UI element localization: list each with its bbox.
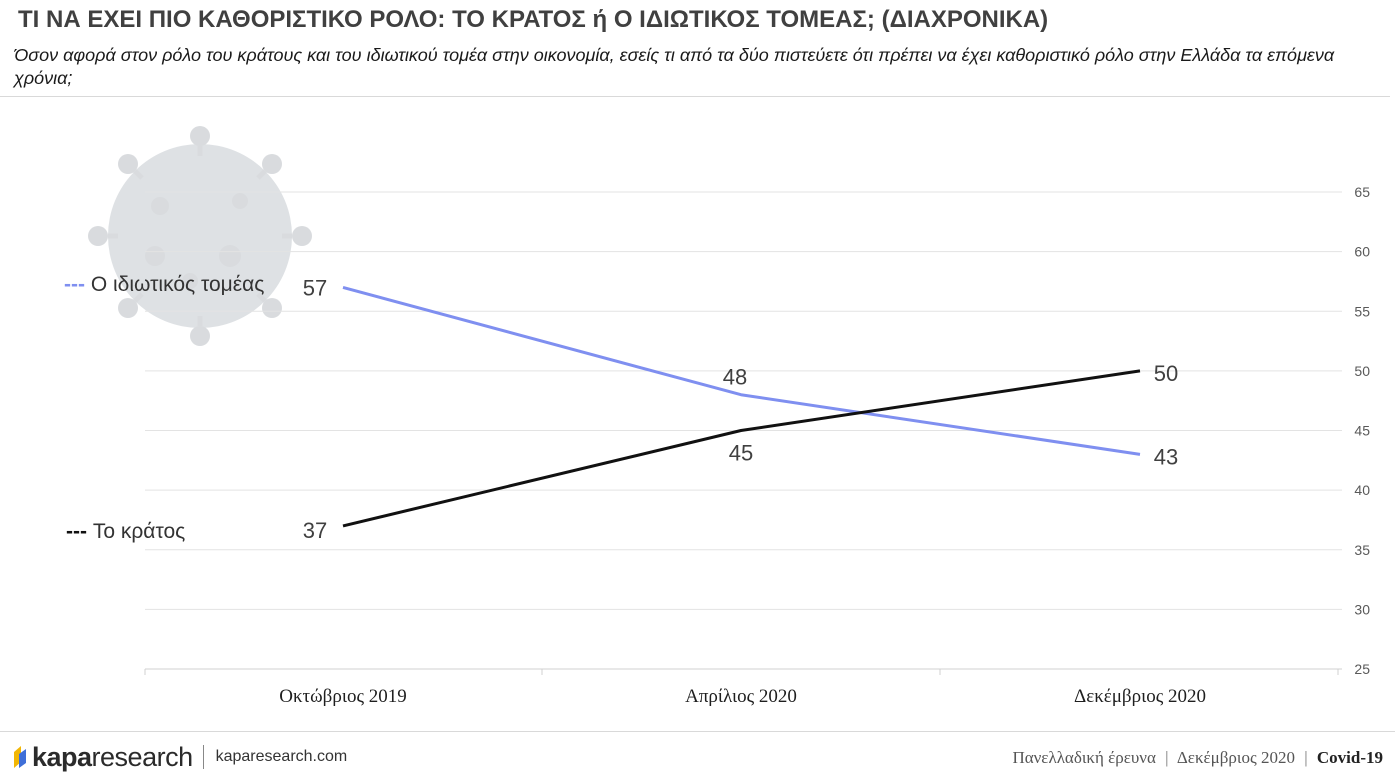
data-label: 37 bbox=[303, 518, 327, 543]
data-label: 48 bbox=[723, 365, 747, 390]
data-labels: 57 48 43 37 45 50 bbox=[303, 275, 1178, 543]
chart-series bbox=[342, 285, 1141, 528]
data-label: 45 bbox=[729, 441, 753, 466]
x-axis: Οκτώβριος 2019 Απρίλιος 2020 Δεκέμβριος 20… bbox=[144, 668, 1342, 707]
website-link[interactable]: kaparesearch.com bbox=[215, 748, 348, 765]
legend-item: --- Ο ιδιωτικός τομέας bbox=[64, 273, 264, 296]
chart-legend: --- Ο ιδιωτικός τομέας--- Το κράτος bbox=[64, 273, 264, 543]
series-line bbox=[342, 369, 1141, 528]
data-label: 43 bbox=[1154, 444, 1178, 469]
chart-subtitle: Όσον αφορά στον ρόλο του κράτους και του… bbox=[14, 45, 1335, 88]
logo-separator bbox=[202, 745, 204, 769]
y-tick-label: 65 bbox=[1354, 184, 1370, 200]
footer-separator: | bbox=[1304, 748, 1308, 767]
footer-info: Πανελλαδική έρευνα | Δεκέμβριος 2020 | C… bbox=[1012, 748, 1383, 768]
legend-marker: --- bbox=[66, 520, 93, 543]
kapa-research-logo: kapa research kaparesearch.com bbox=[12, 742, 347, 772]
logo-leaf-icon bbox=[14, 746, 26, 768]
data-label: 57 bbox=[303, 275, 327, 300]
series-line bbox=[342, 285, 1141, 456]
survey-tag: Covid-19 bbox=[1316, 748, 1383, 767]
legend-label: Ο ιδιωτικός τομέας bbox=[91, 273, 265, 296]
y-tick-label: 50 bbox=[1354, 363, 1370, 379]
header-divider bbox=[0, 96, 1390, 97]
y-tick-label: 35 bbox=[1354, 542, 1370, 558]
survey-date: Δεκέμβριος 2020 bbox=[1176, 748, 1295, 767]
virus-watermark-icon bbox=[88, 126, 312, 346]
chart-title: ΤΙ ΝΑ ΕΧΕΙ ΠΙΟ ΚΑΘΟΡΙΣΤΙΚΟ ΡΟΛΟ: ΤΟ ΚΡΑΤ… bbox=[18, 6, 1049, 33]
data-label: 50 bbox=[1154, 361, 1178, 386]
legend-marker: --- bbox=[64, 273, 91, 296]
chart-gridlines bbox=[145, 191, 1342, 610]
y-tick-label: 40 bbox=[1354, 482, 1370, 498]
footer-separator: | bbox=[1165, 748, 1169, 767]
y-tick-label: 55 bbox=[1354, 303, 1370, 319]
survey-label: Πανελλαδική έρευνα bbox=[1012, 748, 1156, 767]
legend-item: --- Το κράτος bbox=[66, 520, 185, 543]
legend-label: Το κράτος bbox=[93, 520, 185, 543]
y-axis-ticks: 25 30 35 40 45 50 55 60 65 bbox=[1354, 184, 1370, 677]
y-tick-label: 60 bbox=[1354, 244, 1370, 260]
footer-divider bbox=[0, 731, 1395, 732]
x-tick-label: Δεκέμβριος 2020 bbox=[1074, 686, 1206, 707]
y-tick-label: 30 bbox=[1354, 601, 1370, 617]
y-tick-label: 45 bbox=[1354, 423, 1370, 439]
x-tick-label: Απρίλιος 2020 bbox=[685, 686, 797, 707]
logo-brand-bold: kapa bbox=[32, 741, 92, 772]
logo-brand-light: research bbox=[91, 741, 194, 772]
y-tick-label: 25 bbox=[1354, 661, 1370, 677]
x-tick-label: Οκτώβριος 2019 bbox=[279, 686, 406, 707]
